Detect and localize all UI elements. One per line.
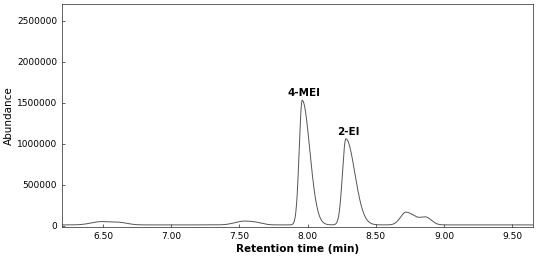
Text: 2-EI: 2-EI	[337, 126, 360, 136]
Y-axis label: Abundance: Abundance	[4, 86, 14, 145]
Text: 4-MEI: 4-MEI	[287, 88, 320, 98]
X-axis label: Retention time (min): Retention time (min)	[236, 244, 359, 254]
